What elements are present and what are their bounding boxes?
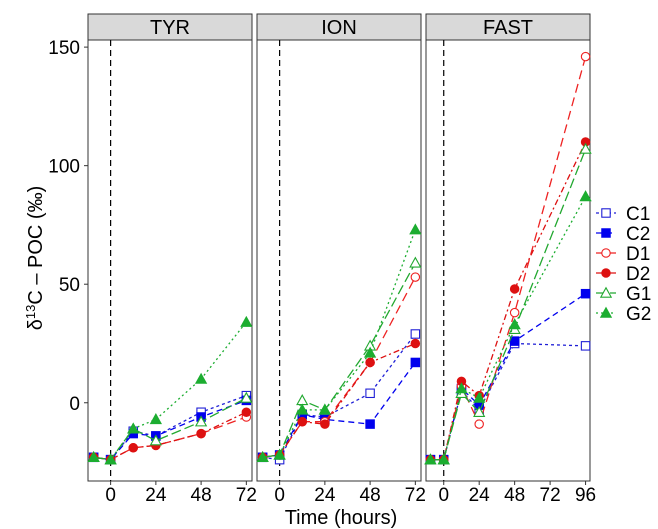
x-tick-label: 48	[191, 485, 212, 506]
series-g1-line	[430, 148, 587, 461]
panel-fast	[425, 39, 591, 482]
series-g2-marker	[473, 391, 486, 403]
series-d2-marker	[320, 419, 330, 429]
facet-strip-ion	[256, 13, 422, 41]
x-tick-label: 0	[274, 485, 285, 506]
series-d1-marker	[474, 419, 484, 429]
series-g1-marker	[240, 391, 253, 403]
series-d1-marker	[509, 307, 520, 318]
series-g1-line	[262, 262, 416, 458]
series-g2-marker	[437, 453, 450, 465]
series-d1-marker	[410, 272, 421, 282]
series-g2-marker	[194, 372, 208, 384]
series-g2-line	[93, 321, 247, 461]
series-g2-marker	[318, 403, 331, 415]
series-c2-marker	[509, 336, 520, 346]
x-tick-label: 0	[438, 485, 449, 506]
y-axis-label: δ13C – POC (‰)	[23, 186, 48, 331]
legend-g1-marker	[599, 286, 613, 298]
series-c2-marker	[580, 288, 591, 299]
x-tick-label: 0	[105, 485, 116, 506]
series-c1-line	[430, 342, 586, 461]
series-c2-line	[430, 293, 586, 461]
series-d2-marker	[297, 416, 307, 427]
panel-tyr	[87, 39, 253, 482]
x-axis-label: Time (hours)	[285, 507, 398, 529]
series-c1-line	[93, 394, 247, 461]
series-g2-marker	[149, 413, 162, 425]
legend-d2-label: D2	[626, 264, 650, 285]
y-tick-label: 150	[48, 38, 80, 59]
x-tick-label: 48	[504, 485, 525, 506]
series-g2-marker	[508, 318, 521, 330]
series-d2-marker	[128, 443, 138, 453]
y-tick-label: 50	[59, 275, 80, 296]
series-d2-marker	[509, 284, 520, 294]
series-g2-marker	[579, 190, 592, 202]
legend-c1-marker	[601, 208, 611, 218]
series-g2-marker	[87, 450, 100, 463]
legend-c1-label: C1	[626, 204, 650, 225]
series-d2-marker	[196, 428, 206, 439]
x-tick-label: 48	[360, 485, 381, 506]
series-g2-marker	[127, 422, 140, 434]
facet-strip-tyr	[87, 13, 253, 41]
series-c1-marker	[365, 388, 375, 399]
y-tick-label: 0	[69, 394, 80, 415]
facet-strip-fast	[425, 13, 591, 41]
series-d1-marker	[580, 51, 591, 62]
series-g1-marker	[409, 256, 422, 268]
x-tick-label: 24	[469, 485, 491, 506]
y-tick-label: 100	[48, 157, 80, 178]
series-g2-line	[262, 229, 416, 458]
legend-d1-marker	[601, 248, 611, 258]
series-g2-marker	[296, 403, 309, 415]
legend-g2-marker	[599, 306, 613, 318]
x-tick-label: 96	[575, 485, 596, 506]
series-g2-marker	[273, 448, 286, 460]
legend-c2-marker	[601, 228, 611, 238]
facet-label-tyr: TYR	[150, 17, 190, 39]
series-g1-marker	[473, 405, 486, 417]
x-tick-label: 24	[314, 485, 336, 506]
x-tick-label: 72	[540, 485, 561, 506]
series-d2-marker	[241, 407, 252, 417]
series-g1-marker	[149, 434, 162, 446]
series-g2-marker	[240, 315, 253, 327]
legend-g2-label: G2	[626, 304, 651, 325]
series-g2-marker	[104, 453, 117, 465]
x-tick-label: 72	[236, 485, 257, 506]
series-c1-marker	[410, 329, 421, 339]
facet-label-fast: FAST	[483, 17, 533, 39]
series-g2-marker	[455, 382, 468, 394]
legend-d2-marker	[601, 268, 611, 278]
x-tick-label: 72	[405, 485, 426, 506]
series-g1-marker	[296, 394, 309, 406]
series-c2-marker	[410, 357, 421, 368]
y-axis-label-suffix: C – POC (‰)	[25, 186, 47, 305]
series-d1-line	[430, 56, 587, 461]
x-tick-label: 24	[145, 485, 167, 506]
series-g2-marker	[256, 450, 269, 463]
y-axis-label-prefix: δ	[25, 319, 47, 330]
legend-d1-label: D1	[626, 244, 650, 265]
series-d2-line	[430, 141, 587, 461]
series-g2-marker	[424, 453, 437, 465]
series-d2-marker	[410, 338, 421, 349]
legend-c2-label: C2	[626, 224, 650, 245]
series-c2-marker	[365, 419, 375, 429]
series-c1-marker	[580, 341, 591, 351]
legend-g1-label: G1	[626, 284, 651, 305]
series-g1-marker	[579, 142, 592, 154]
series-g2-marker	[409, 223, 422, 235]
y-axis-label-superscript: 13	[23, 305, 38, 319]
series-g2-marker	[363, 346, 377, 358]
facet-label-ion: ION	[321, 17, 357, 39]
series-g1-marker	[194, 415, 208, 427]
panel-ion	[256, 39, 422, 482]
series-d2-marker	[365, 357, 375, 368]
